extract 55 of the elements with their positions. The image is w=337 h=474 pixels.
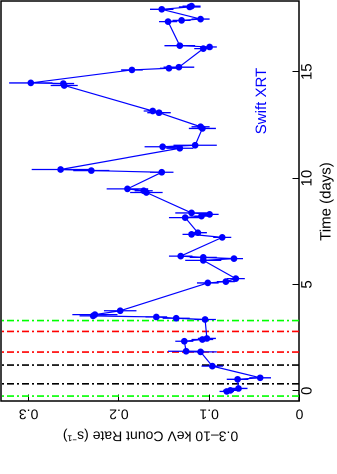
x-tick-label: 0.2 (108, 406, 129, 422)
point (57, 166, 64, 173)
x-tick-label: 0.3 (18, 406, 38, 422)
point (194, 229, 202, 236)
y-tick-label: 5 (298, 280, 316, 289)
point (256, 374, 264, 382)
point (178, 17, 185, 24)
y-tick-label: 15 (298, 63, 316, 80)
point (206, 211, 213, 218)
point (230, 255, 238, 262)
point (204, 280, 212, 286)
point (197, 16, 204, 22)
y-axis-title: Time (days) (318, 162, 334, 241)
point (182, 348, 190, 355)
point (188, 231, 195, 238)
point (124, 186, 131, 192)
point (128, 66, 136, 74)
point (158, 6, 166, 13)
point (192, 142, 199, 149)
point (116, 307, 124, 314)
y-tick-label: 0 (298, 386, 316, 396)
point (232, 275, 240, 282)
point (140, 187, 148, 194)
point (188, 210, 195, 216)
point (149, 108, 156, 114)
point (159, 143, 166, 150)
point (234, 376, 241, 383)
point (222, 278, 230, 285)
point (88, 167, 95, 174)
point (177, 252, 184, 260)
point (206, 44, 213, 50)
point (218, 234, 226, 241)
point (204, 335, 210, 342)
annotation: Swift XRT (253, 68, 270, 134)
point (197, 348, 204, 356)
point (202, 316, 208, 323)
point (164, 18, 172, 25)
point (176, 42, 184, 50)
y-tick-label: 10 (298, 170, 316, 186)
point (172, 314, 180, 322)
point (176, 144, 184, 152)
point (227, 387, 234, 394)
point (235, 385, 242, 392)
x-axis-title: 0.3–10 keV Count Rate (s⁻¹) (62, 428, 238, 444)
point (180, 338, 188, 345)
point (176, 64, 182, 71)
x-tick-label: 0.1 (199, 406, 219, 422)
point (208, 362, 216, 370)
point (200, 45, 207, 52)
point (166, 64, 172, 72)
point (156, 109, 162, 116)
point (27, 80, 34, 86)
point (152, 314, 160, 320)
point (182, 214, 189, 221)
point (158, 168, 166, 176)
